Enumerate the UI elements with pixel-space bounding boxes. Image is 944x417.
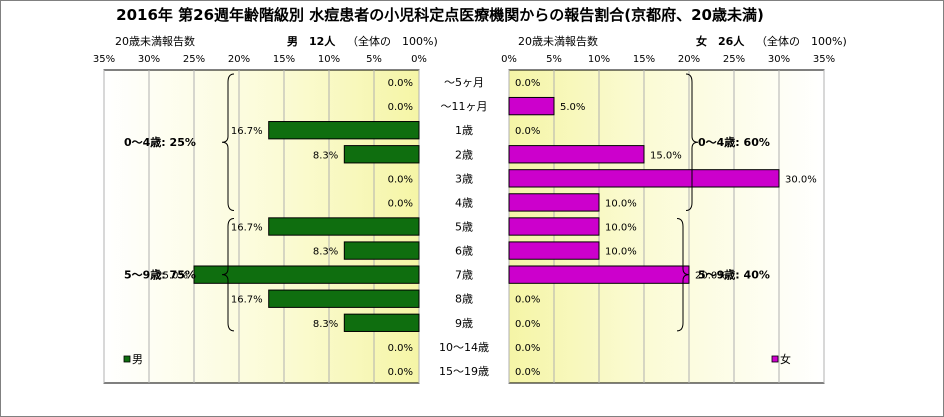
chart-title: 2016年 第26週年齢階級別 水痘患者の小児科定点医療機関からの報告割合(京都… [116,6,764,24]
bar-value-label: 20.0% [695,271,727,282]
legend-label: 女 [780,352,791,366]
bar [268,121,420,140]
legend-swatch [123,355,131,363]
bar-value-label: 10.0% [605,223,637,234]
category-label: 6歳 [455,245,473,258]
bar [508,265,690,284]
male-panel: 35% 30% 25% 20% 15% 10% 5% 0%20歳未満報告数男 12人 （全体の 1… [93,34,438,384]
x-tick-label: 15% [633,54,655,65]
x-tick-label: 5% [366,54,382,65]
group-bracket [221,73,235,211]
x-tick-label: 15% [273,54,295,65]
bar [508,193,600,212]
bar [508,169,780,188]
x-tick-label: 20% [228,54,250,65]
bar-value-label: 16.7% [231,126,263,137]
x-tick-label: 30% [138,54,160,65]
bar-value-label: 0.0% [388,367,413,378]
category-label: 4歳 [455,196,473,209]
header-sex: 女 [696,34,707,48]
bar [343,241,420,260]
x-tick-label: 30% [768,54,790,65]
category-label: ～5ヶ月 [444,76,484,89]
bar [508,96,555,116]
x-tick-label: 25% [723,54,745,65]
x-tick-label: 35% [813,54,835,65]
header-label: 20歳未満報告数 [115,35,195,48]
header-count: 26人 [718,34,745,48]
x-tick-label: 10% [318,54,340,65]
bar-value-label: 5.0% [560,102,585,113]
bar [508,145,645,164]
category-label: 7歳 [455,269,473,282]
bar-value-label: 0.0% [515,126,540,137]
category-label: 10～14歳 [439,341,489,354]
bar [343,145,420,164]
bar [268,289,420,308]
age-category-labels: ～5ヶ月 ～11ヶ月 1歳 2歳 3歳 4歳 5歳 6歳 7歳 8歳 9歳 10～14歳 15～19歳 [439,76,489,378]
header-label: 20歳未満報告数 [518,35,598,48]
bar-value-label: 0.0% [515,319,540,330]
group-bracket [676,217,690,332]
x-tick-label: 20% [678,54,700,65]
category-label: 5歳 [455,221,473,234]
bar-value-label: 0.0% [388,343,413,354]
bar-value-label: 8.3% [313,319,338,330]
header-total: （全体の 100%) [347,34,438,48]
header-count: 12人 [309,34,336,48]
bar-value-label: 8.3% [313,150,338,161]
bar-value-label: 10.0% [605,247,637,258]
bar [268,217,420,236]
group-label: 5～9歳: 75% [124,268,196,282]
x-tick-label: 0% [501,54,517,65]
bar-value-label: 0.0% [515,295,540,306]
x-tick-label: 25% [183,54,205,65]
header-total: （全体の 100%) [756,34,847,48]
category-label: 1歳 [455,124,473,137]
x-tick-label: 35% [93,54,115,65]
category-label: 2歳 [455,148,473,161]
bar-value-label: 0.0% [515,343,540,354]
bar [508,241,600,260]
x-tick-label: 0% [411,54,427,65]
bar-value-label: 10.0% [605,198,637,209]
legend-label: 男 [132,353,143,366]
group-label: 0～4歳: 60% [698,135,770,149]
category-label: 3歳 [455,172,473,185]
bar-value-label: 0.0% [515,367,540,378]
bar-value-label: 8.3% [313,247,338,258]
bar-value-label: 0.0% [388,174,413,185]
category-label: 15～19歳 [439,365,489,378]
bar-value-label: 16.7% [231,223,263,234]
x-tick-label: 5% [546,54,562,65]
bar-value-label: 30.0% [785,174,817,185]
group-label: 5～9歳: 40% [698,268,770,282]
bar-value-label: 0.0% [388,78,413,89]
bar [343,313,420,332]
bar-value-label: 25.0% [156,271,188,282]
legend-swatch [771,355,779,363]
category-label: 8歳 [455,293,473,306]
bar [193,265,420,284]
category-label: ～11ヶ月 [441,100,488,113]
bar-value-label: 0.0% [515,78,540,89]
bar [508,217,600,236]
bar-value-label: 16.7% [231,295,263,306]
group-bracket [685,73,699,211]
bar-value-label: 15.0% [650,150,682,161]
category-label: 9歳 [455,317,473,330]
group-bracket [221,217,235,332]
female-panel: 0% 5% 10% 15% 20% 25% 30% 35%20歳未満報告数女 26人 （全体の 1… [501,34,847,384]
header-sex: 男 [287,35,298,48]
bar-value-label: 0.0% [388,102,413,113]
x-tick-label: 10% [588,54,610,65]
bar-value-label: 0.0% [388,198,413,209]
group-label: 0～4歳: 25% [124,135,196,149]
